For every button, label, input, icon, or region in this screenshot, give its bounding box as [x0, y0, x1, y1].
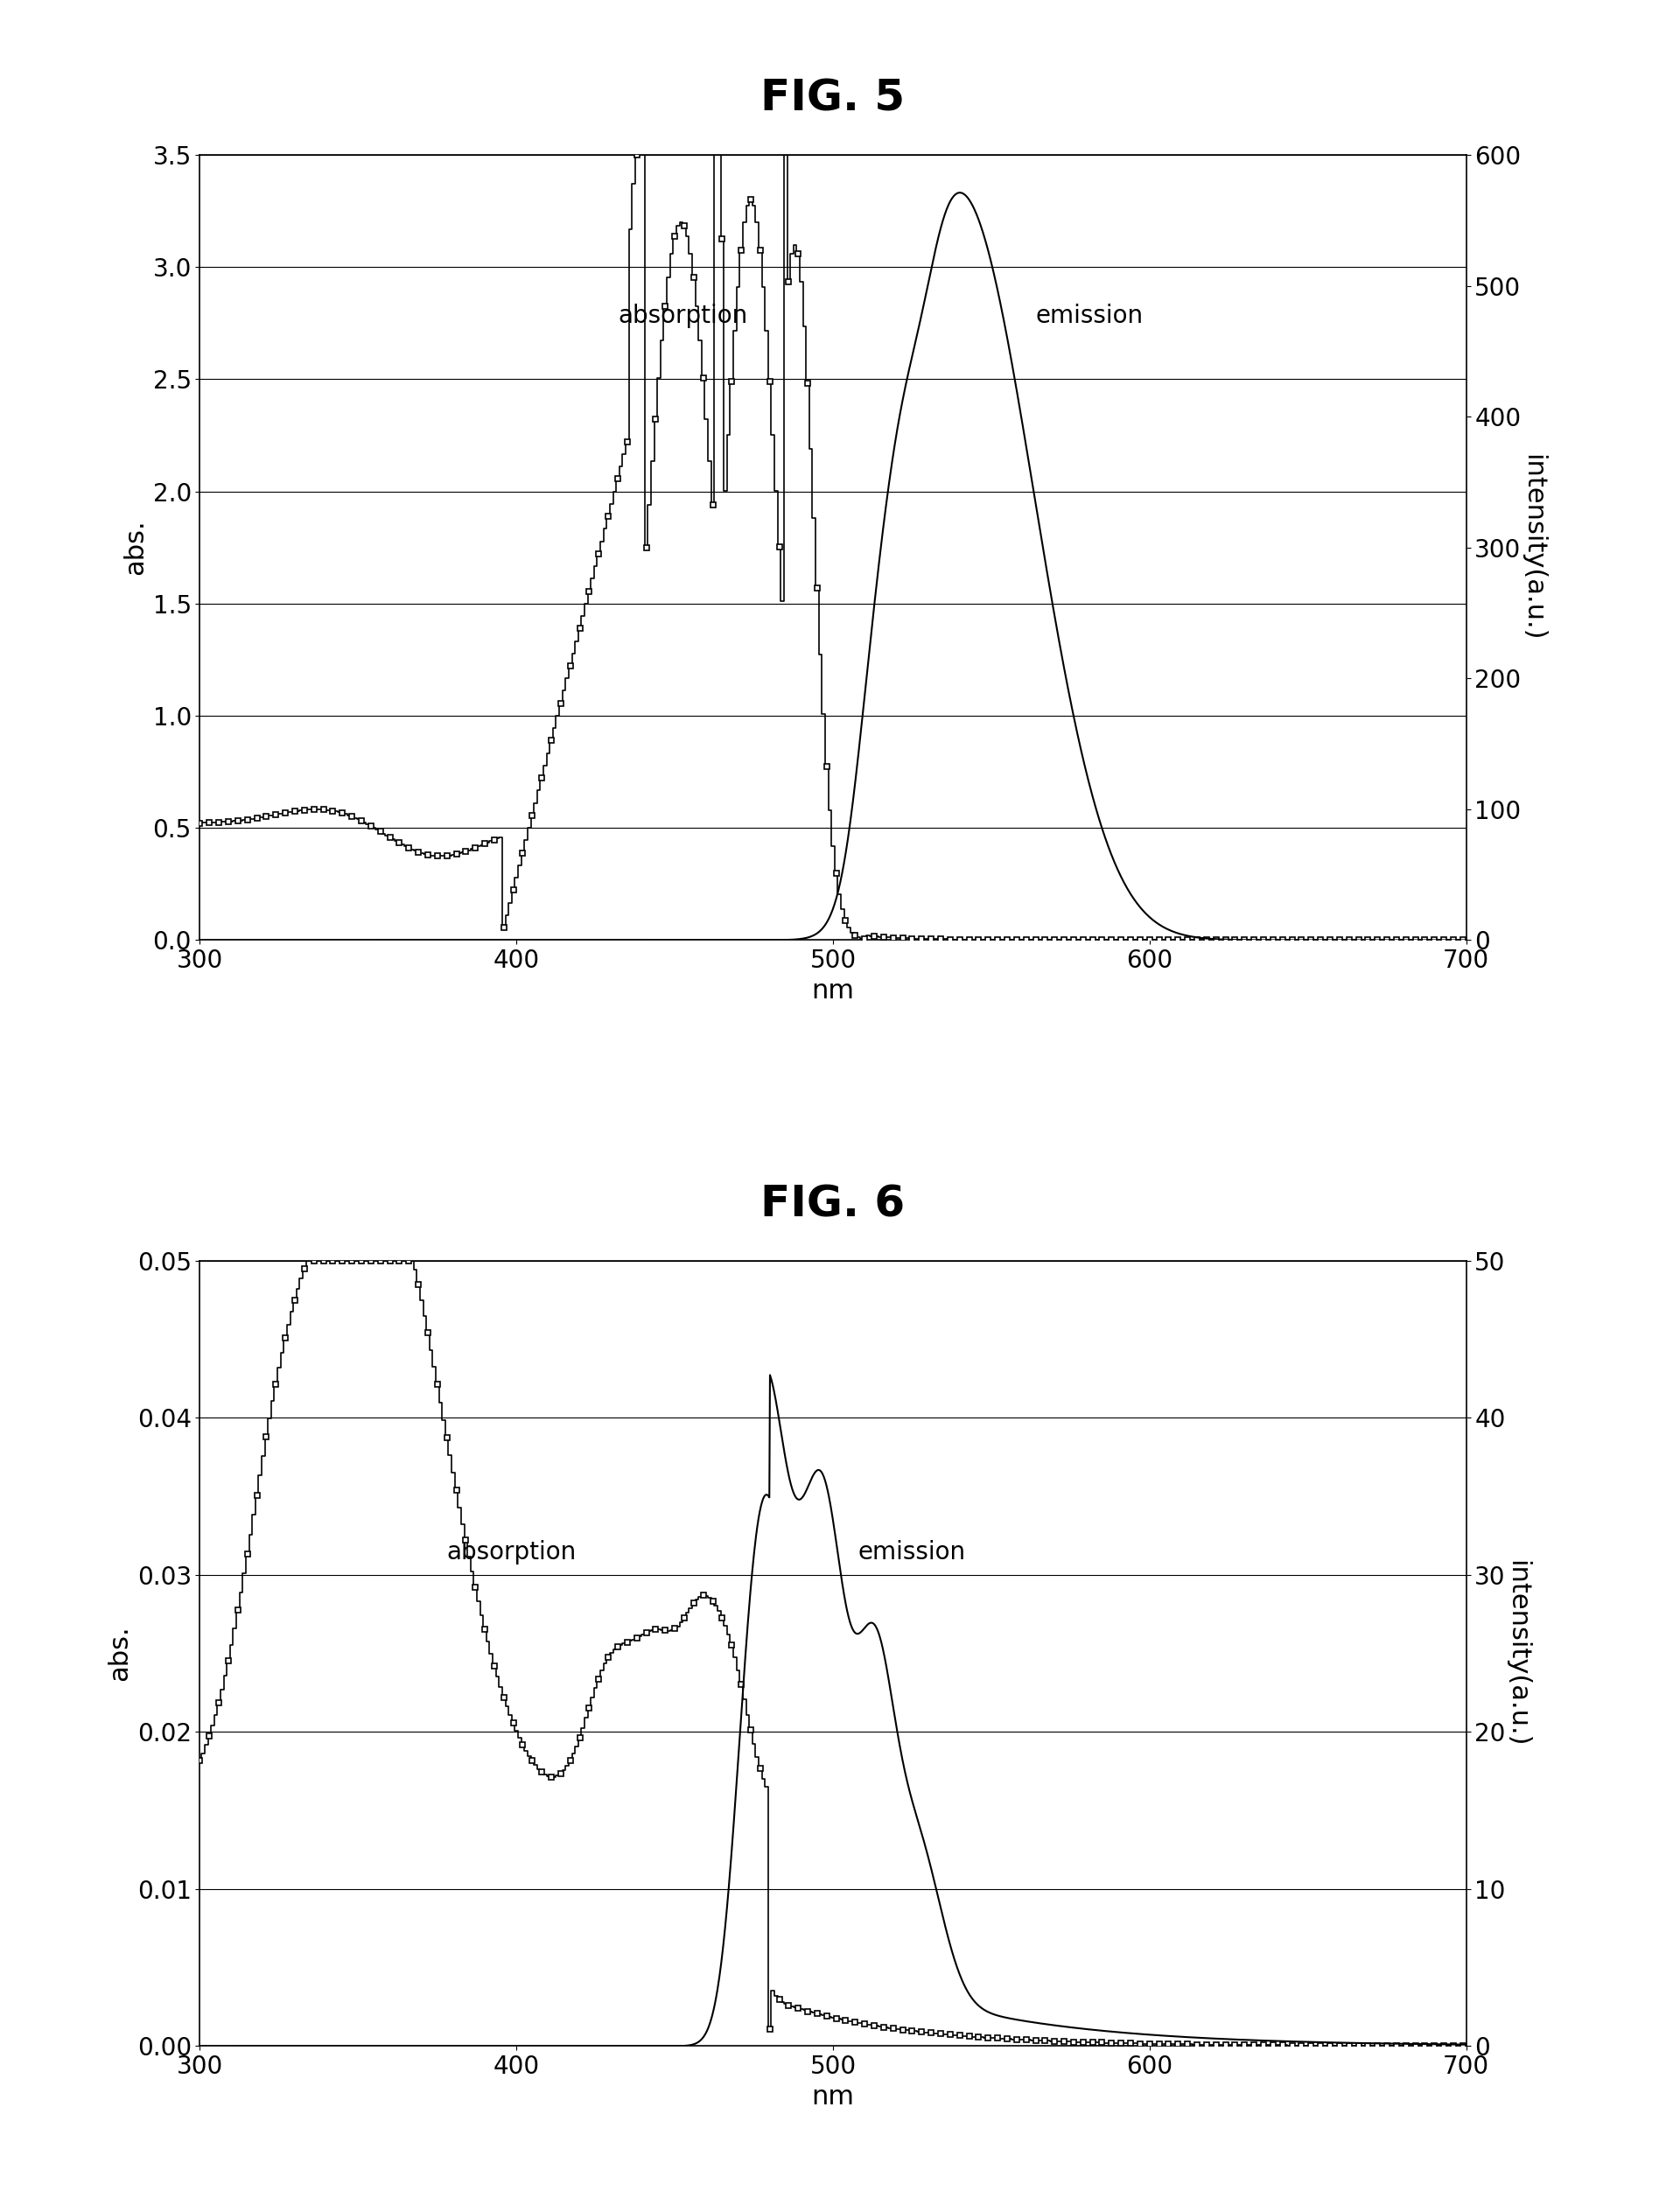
X-axis label: nm: nm: [811, 2084, 855, 2110]
Text: emission: emission: [1036, 303, 1143, 327]
X-axis label: nm: nm: [811, 978, 855, 1004]
Y-axis label: intensity(a.u.): intensity(a.u.): [1519, 453, 1546, 641]
Y-axis label: intensity(a.u.): intensity(a.u.): [1504, 1559, 1529, 1747]
Text: FIG. 6: FIG. 6: [761, 1183, 905, 1225]
Text: emission: emission: [858, 1540, 966, 1564]
Y-axis label: abs.: abs.: [107, 1626, 132, 1681]
Text: absorption: absorption: [618, 303, 748, 327]
Text: FIG. 5: FIG. 5: [761, 77, 905, 119]
Text: absorption: absorption: [446, 1540, 576, 1564]
Y-axis label: abs.: abs.: [122, 520, 148, 575]
